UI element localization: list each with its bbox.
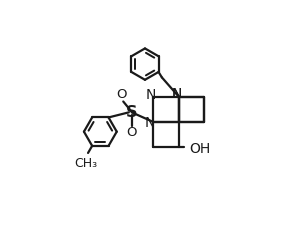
- Text: N: N: [171, 87, 182, 101]
- Text: O: O: [127, 126, 137, 139]
- Text: CH₃: CH₃: [74, 157, 97, 170]
- Text: N: N: [145, 88, 156, 102]
- Text: N: N: [145, 116, 155, 130]
- Text: N: N: [171, 87, 182, 101]
- Text: O: O: [116, 88, 127, 101]
- Text: S: S: [126, 105, 137, 120]
- Text: OH: OH: [189, 142, 210, 155]
